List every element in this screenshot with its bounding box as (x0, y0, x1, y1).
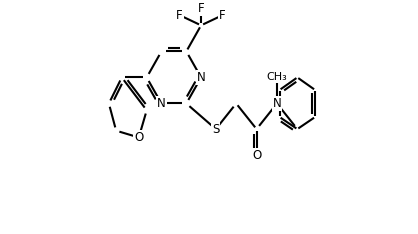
Text: CH₃: CH₃ (267, 73, 287, 82)
Text: N: N (157, 97, 166, 110)
Text: F: F (219, 9, 226, 22)
Text: O: O (134, 131, 143, 144)
Text: S: S (212, 123, 219, 135)
Text: F: F (176, 9, 183, 22)
Text: N: N (197, 71, 205, 84)
Text: O: O (252, 149, 261, 162)
Text: F: F (198, 2, 204, 15)
Text: N: N (273, 97, 281, 110)
